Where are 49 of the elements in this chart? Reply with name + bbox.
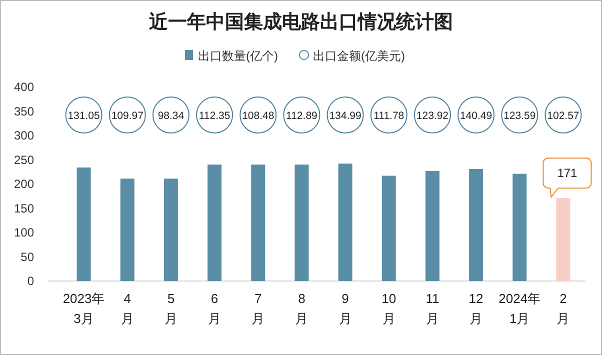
- bar: [425, 170, 440, 281]
- bar: [512, 174, 527, 281]
- bar: [556, 198, 570, 281]
- data-label: 171: [557, 166, 578, 180]
- x-tick-label: 2023年 3月: [62, 291, 105, 326]
- chart-title: 近一年中国集成电路出口情况统计图: [148, 11, 453, 33]
- annotation: 112.35: [198, 110, 230, 122]
- y-tick-label: 150: [14, 201, 34, 216]
- bar: [382, 176, 396, 281]
- bar: [208, 164, 222, 281]
- y-tick-label: 400: [14, 80, 34, 94]
- annotation: 98.34: [158, 110, 184, 122]
- bar: [120, 178, 134, 281]
- legend: 出口数量(亿个): [185, 49, 278, 63]
- x-tick-label: 7 月: [252, 291, 265, 326]
- y-tick-label: 350: [14, 104, 34, 118]
- y-tick-label: 250: [14, 152, 34, 167]
- annotation: 140.49: [460, 110, 492, 122]
- y-tick-label: 300: [14, 128, 34, 142]
- x-tick-label: 8 月: [295, 291, 308, 326]
- x-tick-label: 2024年 1月: [498, 291, 541, 326]
- x-tick-label: 2 月: [556, 291, 570, 326]
- text: 出口金额(亿美元): [313, 49, 405, 63]
- x-tick-label: 12 月: [468, 291, 484, 326]
- x-tick-label: 4 月: [120, 291, 134, 326]
- bar: [294, 164, 309, 281]
- bar: [338, 164, 352, 281]
- y-tick-label: 200: [14, 177, 34, 191]
- annotation: 112.89: [286, 110, 318, 122]
- annotation: 131.05: [68, 110, 100, 122]
- x-tick-label: 5 月: [164, 291, 178, 326]
- y-tick-label: 0: [27, 274, 34, 288]
- y-tick-label: 50: [20, 250, 34, 264]
- annotation: 134.99: [329, 110, 362, 122]
- x-tick-label: 6 月: [208, 291, 222, 326]
- annotation: 111.78: [374, 110, 404, 122]
- annotation: 123.92: [416, 110, 449, 122]
- x-tick-label: 10 月: [382, 291, 396, 326]
- annotation: 102.57: [547, 110, 580, 122]
- x-tick-label: 9 月: [338, 291, 352, 326]
- bar: [469, 168, 484, 281]
- bar: [164, 178, 178, 281]
- y-tick-label: 100: [14, 226, 34, 240]
- annotation: 123.59: [504, 110, 536, 122]
- bar: [76, 168, 91, 281]
- bar: [251, 164, 266, 281]
- annotation: 109.97: [111, 110, 144, 122]
- x-tick-label: 11 月: [426, 291, 440, 326]
- annotation: 108.48: [242, 110, 274, 122]
